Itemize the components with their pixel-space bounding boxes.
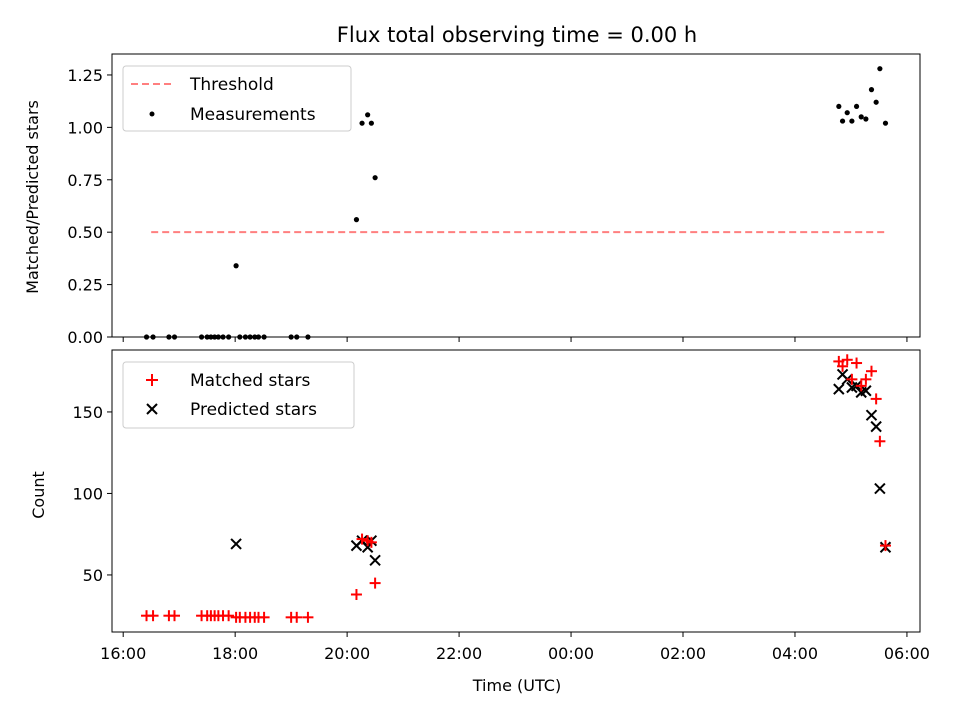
matched-point (258, 611, 270, 623)
matched-point (302, 611, 314, 623)
x-tick-label: 16:00 (100, 644, 146, 663)
predicted-point (870, 420, 882, 433)
measurement-point (882, 120, 889, 126)
bottom-y-tick-label: 50 (83, 566, 103, 585)
matched-point (356, 533, 368, 545)
legend-matched-label: Matched stars (190, 371, 310, 391)
top-legend: Threshold Measurements (122, 65, 352, 132)
measurement-point (844, 110, 850, 116)
measurement-point (873, 99, 879, 105)
matched-point (860, 373, 872, 385)
x-tick-label: 20:00 (324, 644, 370, 663)
bottom-panel: 50 100 150 16:00 18:00 20:00 22:00 00:00 02:00 04… (29, 349, 930, 695)
x-tick-label: 04:00 (772, 644, 818, 663)
bottom-marks (141, 354, 892, 623)
matched-point (846, 373, 858, 385)
matched-point (837, 360, 849, 372)
legend-measurements-label: Measurements (190, 105, 316, 125)
matched-point (147, 610, 159, 622)
measurement-point (858, 114, 864, 120)
matched-point (874, 435, 886, 447)
matched-point (350, 589, 362, 601)
legend-matched-swatch (146, 374, 158, 386)
top-y-tick-label: 1.25 (67, 66, 103, 85)
bottom-legend-frame (122, 361, 355, 429)
matched-point (291, 611, 303, 623)
matched-point (851, 357, 863, 369)
top-y-tick-label: 1.00 (67, 118, 103, 137)
top-y-tick-label: 0.75 (67, 171, 103, 190)
measurement-point (839, 118, 846, 124)
x-tick-label: 02:00 (660, 644, 706, 663)
top-plot-frame (111, 53, 921, 338)
top-axes: 0.00 0.25 0.50 0.75 1.00 1.25 (67, 53, 921, 347)
predicted-point (860, 385, 872, 397)
matched-point (841, 354, 853, 366)
measurement-point (868, 87, 875, 93)
x-tick-label: 22:00 (436, 644, 482, 663)
measurement-point (233, 263, 239, 269)
measurement-point (863, 116, 869, 122)
measurement-point (853, 103, 860, 110)
predicted-point (865, 409, 878, 421)
measurement-point (359, 120, 365, 126)
bottom-y-axis-label: Count (29, 471, 48, 519)
matched-point (870, 393, 882, 405)
top-y-tick-label: 0.00 (67, 328, 103, 347)
matched-point (223, 610, 235, 622)
top-y-axis-label: Matched/Predicted stars (23, 100, 42, 294)
legend-predicted-label: Predicted stars (190, 400, 317, 420)
measurement-point (353, 217, 360, 223)
legend-threshold-label: Threshold (189, 75, 274, 95)
top-legend-frame (122, 65, 352, 132)
x-axis-label: Time (UTC) (472, 676, 561, 695)
legend-predicted-swatch (146, 403, 158, 415)
matched-point (855, 380, 867, 392)
predicted-point (230, 538, 242, 550)
matched-point (865, 365, 877, 377)
measurement-point (836, 103, 842, 110)
bottom-y-tick-label: 100 (72, 484, 103, 503)
matched-point (879, 540, 891, 552)
measurement-point (372, 175, 378, 181)
predicted-point (833, 383, 845, 395)
matched-point (365, 536, 377, 548)
predicted-point (369, 554, 381, 566)
measurement-point (849, 118, 855, 124)
x-tick-label: 06:00 (884, 644, 930, 663)
matched-point (369, 577, 381, 589)
x-tick-label: 00:00 (548, 644, 594, 663)
top-y-tick-label: 0.50 (67, 223, 103, 242)
x-tick-label: 18:00 (212, 644, 258, 663)
predicted-point (874, 482, 886, 495)
bottom-y-tick-label: 150 (72, 403, 103, 422)
top-y-tick-label: 0.25 (67, 276, 103, 295)
bottom-axes: 50 100 150 16:00 18:00 20:00 22:00 00:00 02:00 04… (72, 349, 930, 663)
bottom-legend: Matched stars Predicted stars (122, 361, 355, 429)
measurement-point (365, 112, 371, 118)
bottom-plot-frame (111, 349, 921, 633)
top-panel: 0.00 0.25 0.50 0.75 1.00 1.25 Matched/Predict… (23, 53, 921, 347)
measurement-point (368, 120, 374, 126)
measurement-point (877, 66, 883, 72)
chart-title: Flux total observing time = 0.00 h (337, 23, 697, 47)
matched-point (169, 610, 181, 622)
legend-measurements-swatch (149, 111, 155, 117)
